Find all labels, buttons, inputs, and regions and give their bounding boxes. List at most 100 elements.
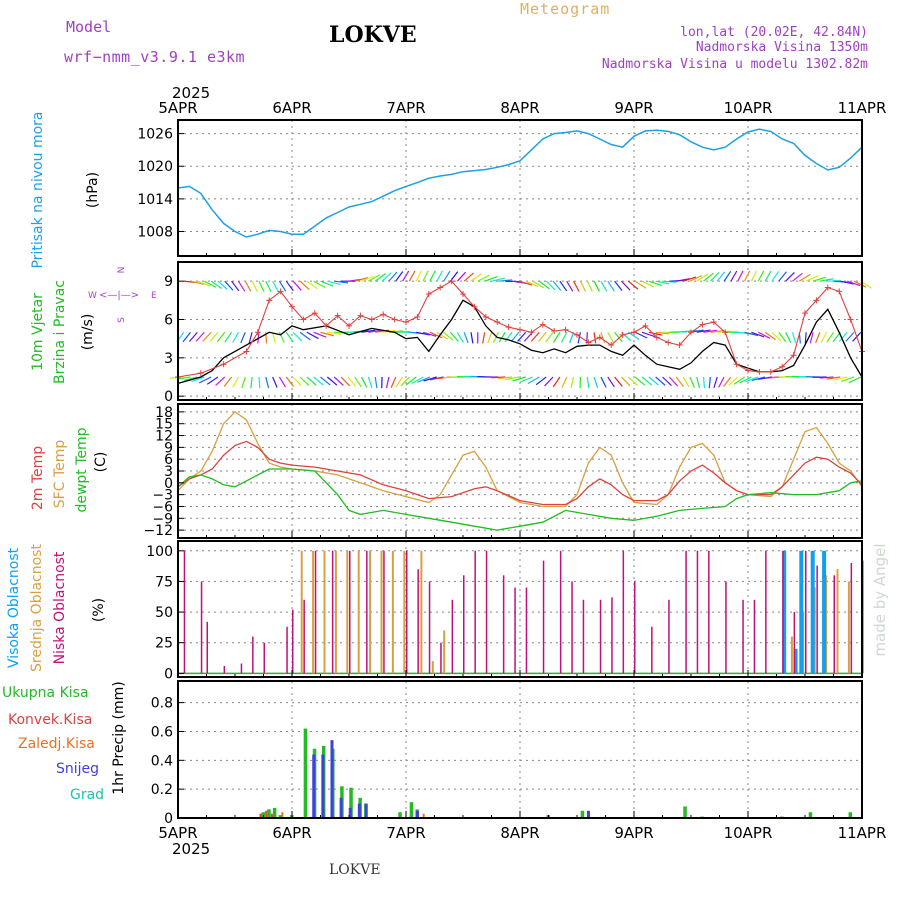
wind-arrow [621, 376, 631, 387]
wind-arrow [327, 331, 342, 335]
wind-arrow [176, 376, 191, 380]
cloud-low-bar [292, 609, 294, 674]
wind-arrow [728, 376, 739, 386]
wind-arrow [484, 275, 498, 282]
watermark: made by Angel [871, 543, 889, 656]
precip-total-bar [349, 787, 353, 818]
cloud-low-bar [696, 550, 699, 674]
wind-arrow [833, 376, 848, 381]
label-layer: 10081014102010260369−12−9−6−303691215180… [2, 84, 889, 858]
wind-arrow [744, 270, 751, 282]
sfc-ylabel: SFC Temp [52, 440, 68, 509]
wind-arrow [251, 280, 258, 292]
cloud-mid-bar [334, 550, 337, 674]
wind-arrow [498, 279, 513, 282]
wind-arrow [411, 376, 424, 385]
x-tick-label-top: 6APR [272, 99, 311, 117]
cloud-low-bar [742, 599, 744, 674]
precip-total-bar [808, 812, 813, 818]
compass-w: W [88, 291, 97, 301]
wind-arrow [819, 376, 834, 379]
gust-marker [585, 339, 592, 346]
precip-legend-0: Ukupna Kisa [2, 685, 89, 701]
precip-frz-bar [281, 812, 284, 818]
wind-arrow [634, 280, 647, 289]
wind-arrow [183, 376, 198, 381]
precip-conv-bar [265, 810, 268, 818]
gust-marker [414, 313, 421, 320]
cloud-mid-bar [847, 581, 850, 674]
gust-marker [733, 361, 740, 368]
precip-snow-bar [357, 803, 361, 818]
wind-arrow [491, 376, 506, 379]
y-tick-label: 1008 [137, 225, 173, 241]
wind-arrow [744, 331, 759, 337]
gust-marker [289, 303, 295, 310]
wind-arrow [600, 280, 608, 292]
wind-arrow [197, 280, 211, 287]
precip-snow-bar [321, 754, 325, 818]
cloud-low-bar [440, 642, 442, 674]
wind-arrow [510, 331, 520, 343]
cloud-low-bar [383, 550, 385, 674]
cloud-mid-bar [836, 569, 839, 674]
wind-arrow [402, 270, 410, 282]
gust-marker [197, 370, 204, 377]
wind-arrow [682, 376, 690, 388]
cloud-low-bar [514, 587, 516, 674]
wind-arrow [416, 331, 430, 336]
cloud-low-bar [805, 550, 807, 674]
precip-total-bar [683, 806, 687, 818]
wind-arrow [231, 280, 240, 292]
wind-arrow [530, 331, 540, 342]
gust-marker [277, 288, 284, 295]
wind-arrow [527, 376, 540, 385]
wind-arrow [614, 376, 623, 387]
wind-arrow [798, 273, 811, 282]
temp-unit: (C) [93, 452, 109, 473]
y-tick-label: −12 [143, 523, 173, 539]
cloud-low-bar [463, 575, 465, 674]
cloud-low-bar [349, 550, 351, 674]
gust-marker [824, 284, 831, 291]
gust-marker [596, 334, 603, 341]
x-tick-label-top: 7APR [386, 99, 425, 117]
wind-arrow [395, 271, 404, 282]
wind-arrow [840, 280, 855, 285]
y-tick-label: 3 [164, 351, 173, 367]
y-tick-label: 0 [164, 389, 173, 405]
cloud-mid-bar [420, 550, 423, 674]
wind-arrow [299, 376, 310, 387]
wind-arrow [203, 280, 217, 288]
wind-arrow [320, 280, 334, 287]
wind-arrow [853, 280, 867, 288]
y-tick-label: 1020 [137, 159, 173, 175]
wind-arrow [306, 376, 317, 386]
model-name: wrf−nmm_v3.9.1 e3km [64, 48, 246, 66]
wind-arrow [655, 331, 670, 335]
wind-arrow [560, 332, 568, 343]
wind-arrow [668, 376, 679, 387]
wind-arrow [593, 280, 600, 292]
cloud-high-bar [793, 648, 798, 674]
cloud-mid-ylabel: Srednja Oblacnost [29, 544, 45, 672]
wind-ylabel-2: Brzina i Pravac [52, 280, 68, 384]
gust-marker [254, 329, 261, 336]
gust-marker [710, 319, 717, 326]
wind-arrow [278, 280, 287, 292]
gust-marker [767, 368, 774, 375]
wind-arrow [537, 331, 547, 342]
gust-marker [368, 316, 375, 323]
wind-arrow [429, 270, 436, 282]
wind-arrow [826, 331, 834, 343]
y-tick-label: −6 [152, 499, 173, 515]
wind-arrow [306, 280, 318, 290]
precip-conv-bar [270, 813, 273, 818]
wind-arrow [443, 270, 451, 282]
precip-snow-bar [364, 803, 368, 818]
compass-n: N [117, 267, 127, 274]
wind-arrow [845, 331, 855, 342]
wind-arrow [258, 280, 265, 292]
wind-arrow [723, 376, 732, 387]
